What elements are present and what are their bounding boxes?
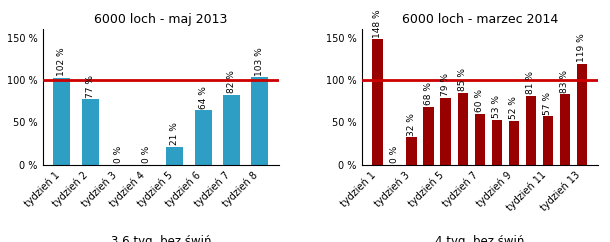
Bar xyxy=(372,39,382,165)
Text: 0 %: 0 % xyxy=(390,146,399,163)
Text: 82 %: 82 % xyxy=(227,70,236,93)
Text: 83 %: 83 % xyxy=(561,69,569,92)
Text: 85 %: 85 % xyxy=(458,68,467,91)
Text: 102 %: 102 % xyxy=(57,48,66,76)
Text: 119 %: 119 % xyxy=(578,33,586,62)
Bar xyxy=(223,95,240,165)
Bar xyxy=(54,78,70,165)
Bar xyxy=(406,137,417,165)
Bar xyxy=(509,121,519,165)
Text: 79 %: 79 % xyxy=(441,73,450,96)
Bar xyxy=(423,107,434,165)
Text: 32 %: 32 % xyxy=(407,113,416,136)
Text: 103 %: 103 % xyxy=(255,47,264,76)
Text: 57 %: 57 % xyxy=(544,91,553,114)
Text: 68 %: 68 % xyxy=(424,82,433,105)
Text: 0 %: 0 % xyxy=(114,146,123,163)
Bar xyxy=(167,147,184,165)
Bar xyxy=(251,77,268,165)
Text: 52 %: 52 % xyxy=(509,96,518,119)
Bar xyxy=(195,110,212,165)
Bar xyxy=(82,99,99,165)
Title: 6000 loch - maj 2013: 6000 loch - maj 2013 xyxy=(94,14,228,26)
Bar xyxy=(543,116,553,165)
Text: 60 %: 60 % xyxy=(475,89,484,112)
Bar xyxy=(475,114,485,165)
Bar xyxy=(526,96,536,165)
Title: 6000 loch - marzec 2014: 6000 loch - marzec 2014 xyxy=(401,14,558,26)
Text: 81 %: 81 % xyxy=(526,71,536,94)
Text: 4 tyg. bez świń: 4 tyg. bez świń xyxy=(435,235,525,242)
Bar xyxy=(560,94,570,165)
Bar xyxy=(492,120,502,165)
Text: 0 %: 0 % xyxy=(142,146,151,163)
Bar xyxy=(440,98,451,165)
Text: 77 %: 77 % xyxy=(85,75,95,98)
Text: 148 %: 148 % xyxy=(373,9,382,38)
Bar xyxy=(577,64,587,165)
Text: 53 %: 53 % xyxy=(492,95,501,118)
Bar xyxy=(458,92,468,165)
Text: 3,6 tyg. bez świń: 3,6 tyg. bez świń xyxy=(110,235,211,242)
Text: 21 %: 21 % xyxy=(170,122,179,145)
Text: 64 %: 64 % xyxy=(199,86,207,109)
